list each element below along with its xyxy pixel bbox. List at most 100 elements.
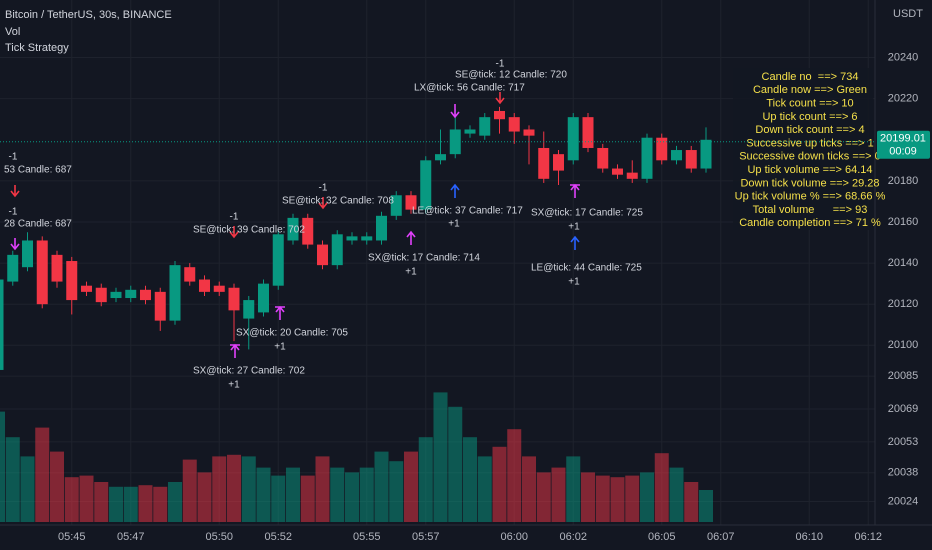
candle-body <box>66 261 78 301</box>
candle-body <box>36 240 48 305</box>
x-tick-label: 06:05 <box>648 531 676 543</box>
arrow <box>450 183 460 198</box>
volume-bar <box>20 456 35 522</box>
candle-body <box>612 168 623 175</box>
annotation: +1 <box>228 380 240 391</box>
volume-bar <box>168 482 182 522</box>
volume-bar <box>241 456 256 522</box>
volume-bar <box>79 475 94 522</box>
volume-bar <box>640 472 654 522</box>
volume-bar <box>418 437 433 522</box>
annotation: SX@tick: 17 Candle: 714 <box>368 253 480 264</box>
annotation: SE@tick: 32 Candle: 708 <box>282 196 394 207</box>
candle-body <box>0 279 4 370</box>
candle-body <box>272 234 284 286</box>
volume-bar <box>522 456 536 522</box>
x-tick-label: 06:07 <box>707 531 735 543</box>
annotation: 28 Candle: 687 <box>4 219 72 230</box>
x-tick-label: 06:10 <box>795 531 823 543</box>
info-line: Candle completion ==> 71 % <box>739 217 881 229</box>
annotation: LX@tick: 56 Candle: 717 <box>414 83 525 94</box>
annotation: -1 <box>319 183 328 194</box>
y-tick-label: 20120 <box>888 298 919 310</box>
info-line: Down tick count ==> 4 <box>755 124 864 136</box>
info-line: Up tick volume ==> 64.14 <box>747 164 872 176</box>
arrow <box>275 305 285 320</box>
unit-label: USDT <box>893 8 923 20</box>
y-tick-label: 20024 <box>888 495 919 507</box>
volume-bar <box>109 486 123 522</box>
last-price-tag <box>877 130 930 159</box>
volume-bar <box>477 456 492 522</box>
annotation: SX@tick: 27 Candle: 702 <box>193 366 305 377</box>
volume-bar <box>595 475 610 522</box>
volume-bar <box>227 454 241 522</box>
info-line: Up tick volume % ==> 68.66 % <box>735 191 886 203</box>
volume-bar <box>433 392 448 522</box>
annotation: +1 <box>274 342 286 353</box>
volume-bar <box>256 467 271 522</box>
last-price-label: 20199.01 <box>880 133 926 145</box>
candle-body <box>523 129 535 136</box>
volume-bar <box>300 475 315 522</box>
info-line: Down tick volume ==> 29.28 <box>740 177 879 189</box>
annotation: -1 <box>9 207 18 218</box>
candle-body <box>390 195 402 216</box>
candle-body <box>154 291 166 321</box>
candle-body <box>626 172 638 179</box>
volume-bar <box>492 446 507 522</box>
volume-bar <box>654 453 669 522</box>
arrow <box>229 226 239 239</box>
volume-bar <box>94 482 109 522</box>
y-tick-label: 20220 <box>888 93 919 105</box>
candle-body <box>449 129 461 155</box>
volume-bar <box>389 461 404 522</box>
annotation: SX@tick: 20 Candle: 705 <box>236 328 348 339</box>
y-tick-label: 20069 <box>888 403 919 415</box>
candle-body <box>671 150 682 161</box>
arrow <box>450 104 460 119</box>
volume-bar <box>625 475 640 522</box>
annotation: +1 <box>405 267 417 278</box>
volume-bar <box>330 467 345 522</box>
candle-body <box>553 154 564 171</box>
x-tick-label: 06:02 <box>559 531 587 543</box>
candle-body <box>641 137 653 179</box>
y-tick-label: 20160 <box>888 216 919 228</box>
volume-bar <box>669 467 684 522</box>
candle-body <box>213 285 225 292</box>
arrow <box>570 183 580 198</box>
arrow <box>406 230 416 245</box>
candle-body <box>169 265 181 321</box>
annotation: +1 <box>568 222 580 233</box>
candle-body <box>110 291 122 299</box>
volume-bar <box>0 411 5 522</box>
candle-layer <box>0 106 712 370</box>
y-tick-label: 20053 <box>888 436 919 448</box>
volume-bar <box>448 406 463 522</box>
volume-bar <box>50 451 64 522</box>
info-line: Candle now ==> Green <box>753 84 867 96</box>
candle-body <box>199 279 210 292</box>
candle-body <box>7 254 19 282</box>
annotation: SX@tick: 17 Candle: 725 <box>531 208 643 219</box>
volume-bar <box>374 451 389 522</box>
arrow <box>10 238 20 251</box>
price-axis <box>875 0 932 550</box>
candle-body <box>435 154 446 161</box>
volume-bar <box>566 456 581 522</box>
candle-body <box>464 129 476 134</box>
candle-body <box>361 236 373 241</box>
info-panel-bg <box>733 68 873 230</box>
candle-body <box>508 117 520 132</box>
candle-body <box>22 240 33 268</box>
candle-body <box>405 195 417 210</box>
candle-body <box>582 117 594 148</box>
info-line: Candle no ==> 734 <box>762 71 859 83</box>
annotation: -1 <box>230 212 239 223</box>
annotation: LE@tick: 37 Candle: 717 <box>412 206 523 217</box>
x-tick-label: 06:12 <box>854 531 882 543</box>
x-tick-label: 05:50 <box>205 531 233 543</box>
